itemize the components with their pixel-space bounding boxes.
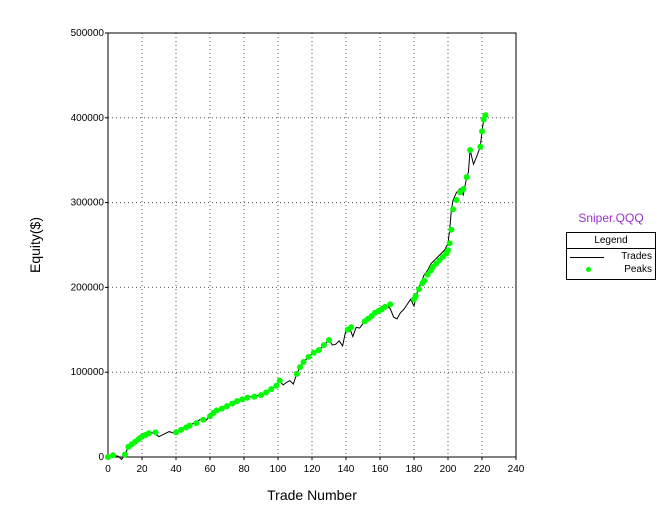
legend: Legend Trades Peaks (566, 232, 656, 280)
peak-point (424, 271, 431, 278)
peak-point (477, 143, 484, 150)
peak-point (421, 277, 428, 284)
legend-divider (567, 248, 655, 249)
peak-point (110, 452, 117, 459)
y-tick-label: 200000 (71, 282, 105, 293)
legend-label-trades: Trades (621, 251, 652, 262)
x-axis-ticks: 0 20 40 60 80 100 120 140 160 180 200 220 240 (105, 457, 525, 475)
peak-point (310, 349, 317, 356)
y-axis-title: Equity($) (27, 217, 43, 273)
legend-line-swatch (570, 257, 604, 258)
peak-point (453, 197, 460, 204)
peak-point (263, 389, 270, 396)
peak-point (326, 336, 332, 343)
peak-point (445, 247, 451, 254)
peak-point (122, 451, 128, 458)
peak-point (152, 429, 159, 436)
peak-point (268, 386, 275, 393)
x-tick-label: 40 (170, 464, 182, 475)
peak-point (193, 420, 200, 427)
y-axis-ticks: 0 100000 200000 300000 400000 500000 (71, 28, 108, 463)
legend-label-peaks: Peaks (624, 264, 652, 275)
peak-point (239, 396, 246, 403)
peak-point (482, 112, 489, 119)
y-tick-label: 300000 (71, 198, 105, 209)
peak-point (200, 416, 207, 423)
grid-lines (108, 33, 516, 457)
x-tick-label: 200 (440, 464, 457, 475)
peak-point (276, 377, 283, 384)
x-tick-label: 160 (372, 464, 389, 475)
peak-point (145, 430, 152, 437)
peak-point (273, 382, 280, 389)
y-tick-label: 400000 (71, 113, 105, 124)
peak-point (416, 286, 423, 293)
x-tick-label: 120 (304, 464, 321, 475)
x-tick-label: 140 (338, 464, 355, 475)
peak-point (463, 174, 470, 181)
peak-point (460, 186, 467, 193)
peak-point (348, 324, 355, 331)
peak-point (224, 403, 230, 410)
peak-point (178, 426, 185, 433)
peak-point (218, 405, 225, 412)
peak-point (244, 394, 251, 401)
peak-point (251, 393, 258, 400)
peak-point (446, 240, 453, 247)
peak-point (173, 429, 179, 436)
peak-point (448, 226, 455, 233)
x-tick-label: 0 (105, 464, 111, 475)
legend-item-trades: Trades (567, 251, 655, 263)
peak-point (315, 347, 322, 354)
peak-point (305, 353, 312, 360)
peak-point (387, 301, 394, 308)
strategy-name: Sniper.QQQ (578, 211, 644, 225)
x-tick-label: 180 (406, 464, 423, 475)
y-tick-label: 100000 (71, 367, 105, 378)
x-tick-label: 60 (204, 464, 216, 475)
peak-point (234, 398, 241, 405)
x-tick-label: 240 (508, 464, 525, 475)
peak-point (320, 342, 327, 349)
legend-dot-swatch (586, 267, 591, 272)
peak-point (412, 292, 419, 299)
x-tick-label: 20 (136, 464, 148, 475)
series-peaks-points (105, 112, 489, 460)
peak-point (229, 400, 236, 407)
x-tick-label: 220 (474, 464, 491, 475)
peak-point (479, 128, 485, 135)
peak-point (382, 303, 389, 310)
legend-item-peaks: Peaks (567, 264, 655, 276)
x-tick-label: 80 (238, 464, 250, 475)
peak-point (297, 364, 304, 371)
y-tick-label: 500000 (71, 28, 105, 39)
peak-point (258, 392, 264, 399)
peak-point (300, 359, 307, 366)
x-axis-title: Trade Number (267, 487, 357, 503)
peak-point (467, 147, 474, 154)
y-tick-label: 0 (98, 452, 104, 463)
peak-point (186, 422, 193, 429)
x-tick-label: 100 (270, 464, 287, 475)
peak-point (450, 206, 457, 213)
peak-point (105, 454, 111, 460)
legend-title: Legend (594, 235, 628, 246)
peak-point (293, 370, 300, 377)
peak-point (213, 407, 220, 414)
